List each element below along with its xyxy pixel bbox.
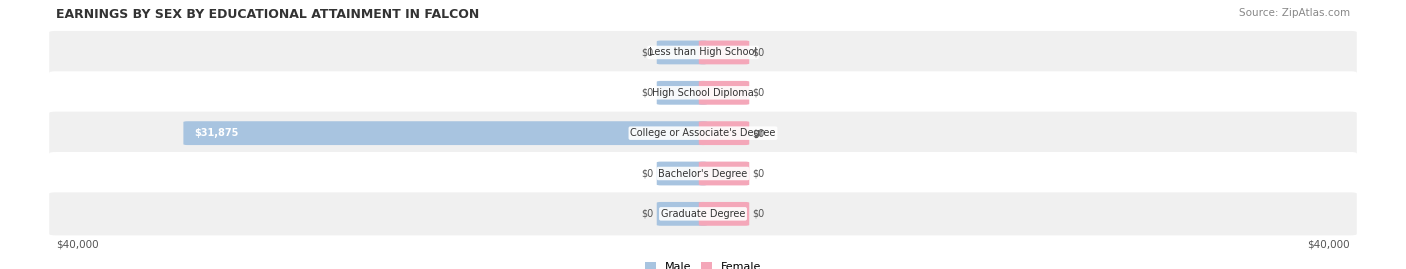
FancyBboxPatch shape — [657, 41, 707, 64]
Text: $0: $0 — [752, 168, 765, 179]
FancyBboxPatch shape — [699, 121, 749, 145]
Text: $0: $0 — [641, 168, 654, 179]
Text: $0: $0 — [641, 88, 654, 98]
Text: $0: $0 — [752, 88, 765, 98]
Text: Bachelor's Degree: Bachelor's Degree — [658, 168, 748, 179]
Text: $31,875: $31,875 — [194, 128, 239, 138]
Text: EARNINGS BY SEX BY EDUCATIONAL ATTAINMENT IN FALCON: EARNINGS BY SEX BY EDUCATIONAL ATTAINMEN… — [56, 8, 479, 21]
Text: Less than High School: Less than High School — [650, 47, 756, 58]
FancyBboxPatch shape — [657, 81, 707, 105]
Text: $0: $0 — [752, 47, 765, 58]
FancyBboxPatch shape — [699, 162, 749, 185]
Text: $0: $0 — [641, 47, 654, 58]
FancyBboxPatch shape — [657, 162, 707, 185]
Text: High School Diploma: High School Diploma — [652, 88, 754, 98]
FancyBboxPatch shape — [49, 192, 1357, 235]
Legend: Male, Female: Male, Female — [641, 258, 765, 269]
FancyBboxPatch shape — [699, 81, 749, 105]
Text: $0: $0 — [641, 209, 654, 219]
Text: $40,000: $40,000 — [1308, 239, 1350, 249]
Text: Graduate Degree: Graduate Degree — [661, 209, 745, 219]
FancyBboxPatch shape — [49, 31, 1357, 74]
FancyBboxPatch shape — [49, 152, 1357, 195]
Text: $40,000: $40,000 — [56, 239, 98, 249]
FancyBboxPatch shape — [657, 202, 707, 226]
Text: $0: $0 — [752, 209, 765, 219]
FancyBboxPatch shape — [699, 202, 749, 226]
FancyBboxPatch shape — [49, 112, 1357, 155]
FancyBboxPatch shape — [49, 71, 1357, 114]
FancyBboxPatch shape — [699, 41, 749, 64]
Text: Source: ZipAtlas.com: Source: ZipAtlas.com — [1239, 8, 1350, 18]
Text: College or Associate's Degree: College or Associate's Degree — [630, 128, 776, 138]
Text: $0: $0 — [752, 128, 765, 138]
FancyBboxPatch shape — [183, 121, 707, 145]
